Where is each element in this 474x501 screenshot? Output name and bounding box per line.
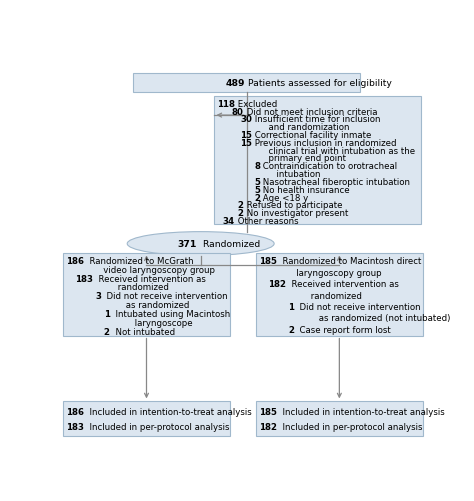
FancyBboxPatch shape bbox=[133, 74, 360, 93]
Text: as randomized (not intubated): as randomized (not intubated) bbox=[294, 314, 451, 323]
Text: 1: 1 bbox=[288, 303, 294, 312]
Text: 186: 186 bbox=[66, 256, 84, 265]
Text: 80: 80 bbox=[232, 107, 244, 116]
Text: and randomization: and randomization bbox=[252, 123, 350, 132]
Text: No health insurance: No health insurance bbox=[260, 185, 350, 194]
Text: 185: 185 bbox=[259, 407, 277, 416]
Text: clinical trial with intubation as the: clinical trial with intubation as the bbox=[252, 146, 415, 155]
Text: 186: 186 bbox=[66, 407, 84, 416]
Text: Case report form lost: Case report form lost bbox=[294, 325, 391, 334]
Text: Included in intention-to-treat analysis: Included in intention-to-treat analysis bbox=[84, 407, 252, 416]
Text: 34: 34 bbox=[223, 216, 235, 225]
Text: Included in intention-to-treat analysis: Included in intention-to-treat analysis bbox=[277, 407, 445, 416]
Text: video laryngoscopy group: video laryngoscopy group bbox=[84, 265, 215, 274]
Text: 2: 2 bbox=[104, 328, 109, 337]
Text: Included in per-protocol analysis: Included in per-protocol analysis bbox=[277, 422, 423, 431]
FancyBboxPatch shape bbox=[63, 401, 230, 436]
Text: Correctional facility inmate: Correctional facility inmate bbox=[252, 131, 372, 140]
Text: Refused to participate: Refused to participate bbox=[244, 201, 342, 210]
Text: randomized: randomized bbox=[286, 291, 362, 300]
Text: 1: 1 bbox=[104, 310, 109, 319]
Text: 5: 5 bbox=[255, 177, 260, 186]
Text: Randomized to Macintosh direct: Randomized to Macintosh direct bbox=[277, 257, 421, 266]
Text: Excluded: Excluded bbox=[235, 100, 277, 109]
Text: as randomized: as randomized bbox=[101, 301, 190, 310]
Text: primary end point: primary end point bbox=[252, 154, 346, 163]
Text: 2: 2 bbox=[237, 209, 244, 218]
Text: Did not receive intervention: Did not receive intervention bbox=[294, 303, 421, 312]
Text: laryngoscopy group: laryngoscopy group bbox=[277, 269, 382, 278]
Text: 371: 371 bbox=[178, 239, 197, 248]
Text: intubation: intubation bbox=[260, 170, 321, 179]
Text: Did not receive intervention: Did not receive intervention bbox=[101, 292, 228, 301]
Text: 5: 5 bbox=[255, 185, 260, 194]
Text: Received intervention as: Received intervention as bbox=[286, 280, 399, 289]
Text: Intubated using Macintosh: Intubated using Macintosh bbox=[109, 310, 230, 319]
Text: Did not meet inclusion criteria: Did not meet inclusion criteria bbox=[244, 107, 377, 116]
FancyBboxPatch shape bbox=[63, 253, 230, 336]
Text: 183: 183 bbox=[66, 422, 84, 431]
Text: 3: 3 bbox=[95, 292, 101, 301]
Text: Patients assessed for eligibility: Patients assessed for eligibility bbox=[245, 79, 392, 88]
Text: Randomized: Randomized bbox=[197, 239, 260, 248]
Text: 183: 183 bbox=[75, 274, 93, 283]
Text: Nasotracheal fiberoptic intubation: Nasotracheal fiberoptic intubation bbox=[260, 177, 410, 186]
Text: 182: 182 bbox=[268, 280, 286, 289]
Text: Previous inclusion in randomized: Previous inclusion in randomized bbox=[252, 139, 397, 147]
Text: 489: 489 bbox=[225, 79, 245, 88]
Text: 15: 15 bbox=[240, 139, 252, 147]
Text: Insufficient time for inclusion: Insufficient time for inclusion bbox=[252, 115, 381, 124]
Text: 118: 118 bbox=[217, 100, 235, 109]
Text: Included in per-protocol analysis: Included in per-protocol analysis bbox=[84, 422, 230, 431]
Ellipse shape bbox=[127, 232, 274, 256]
Text: 2: 2 bbox=[254, 193, 260, 202]
Text: Age <18 y: Age <18 y bbox=[260, 193, 309, 202]
Text: laryngoscope: laryngoscope bbox=[109, 319, 192, 328]
Text: 185: 185 bbox=[259, 257, 277, 266]
Text: 15: 15 bbox=[240, 131, 252, 140]
Text: Other reasons: Other reasons bbox=[235, 216, 299, 225]
FancyBboxPatch shape bbox=[256, 253, 423, 336]
Text: Contraindication to orotracheal: Contraindication to orotracheal bbox=[260, 162, 397, 171]
FancyBboxPatch shape bbox=[256, 401, 423, 436]
Text: No investigator present: No investigator present bbox=[244, 209, 348, 218]
Text: 30: 30 bbox=[240, 115, 252, 124]
Text: Not intubated: Not intubated bbox=[109, 328, 175, 337]
Text: 182: 182 bbox=[259, 422, 277, 431]
Text: Received intervention as: Received intervention as bbox=[93, 274, 206, 283]
Text: Randomized to McGrath: Randomized to McGrath bbox=[84, 256, 194, 265]
Text: 8: 8 bbox=[254, 162, 260, 171]
Text: 2: 2 bbox=[237, 201, 244, 210]
FancyBboxPatch shape bbox=[213, 97, 421, 224]
Text: 2: 2 bbox=[288, 325, 294, 334]
Text: randomized: randomized bbox=[93, 283, 169, 292]
